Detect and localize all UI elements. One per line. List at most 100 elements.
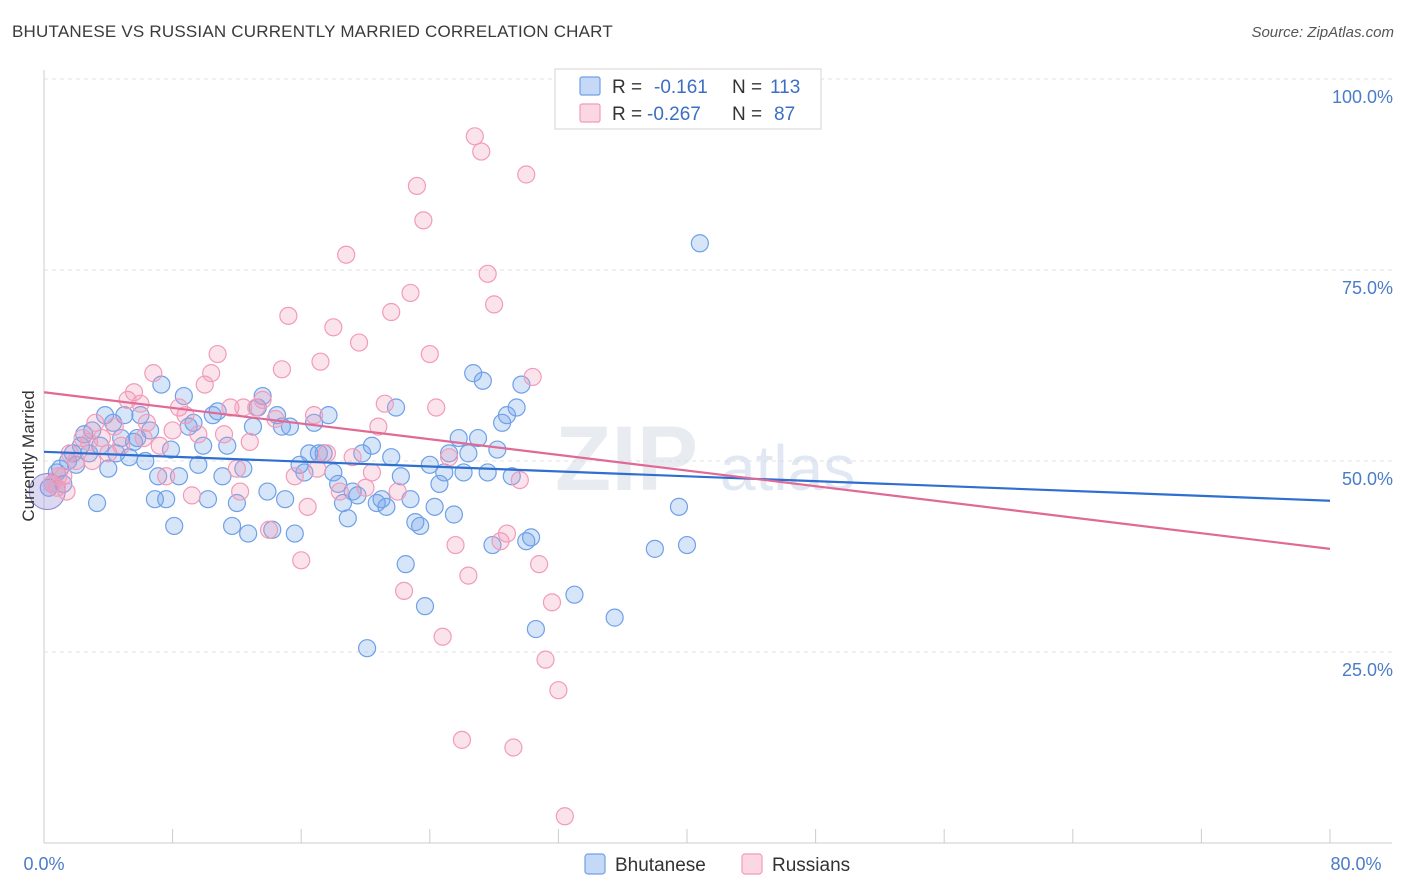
data-point-bhutanese (690, 234, 709, 253)
data-point-bhutanese (227, 493, 246, 513)
legend-n-value-1: 87 (774, 104, 795, 125)
data-point-bhutanese (243, 417, 263, 436)
data-point-russians (227, 459, 246, 478)
data-point-russians (208, 344, 227, 364)
data-point-bhutanese (358, 639, 377, 658)
data-point-bhutanese (565, 585, 584, 604)
series-bhutanese-points (28, 234, 709, 658)
data-point-bhutanese (420, 455, 439, 474)
data-point-russians (124, 383, 144, 402)
data-point-bhutanese (669, 497, 689, 516)
trend-line-bhutanese (43, 450, 1331, 502)
data-point-russians (337, 245, 356, 264)
data-point-bhutanese (304, 413, 324, 432)
data-point-bhutanese (396, 555, 415, 574)
data-point-russians (67, 451, 86, 471)
data-point-bhutanese (478, 463, 497, 482)
data-point-russians (343, 448, 362, 467)
data-point-bhutanese (353, 444, 372, 463)
data-point-russians (446, 535, 465, 555)
legend-r-value-1: -0.267 (647, 104, 701, 125)
data-point-bhutanese (488, 440, 507, 459)
legend-swatch-bhutanese (579, 76, 601, 96)
chart-title: BHUTANESE VS RUSSIAN CURRENTLY MARRIED C… (12, 22, 613, 41)
data-point-russians (517, 165, 536, 184)
data-point-russians (253, 390, 272, 409)
data-point-russians (137, 413, 156, 432)
data-point-bhutanese (253, 386, 272, 406)
data-point-bhutanese (507, 398, 526, 417)
legend-r-value-0: -0.161 (654, 77, 708, 98)
x-axis-ticks (43, 829, 1331, 843)
data-point-russians (308, 459, 327, 478)
data-point-russians (549, 681, 568, 700)
data-point-russians (349, 333, 369, 352)
bottom-legend-swatch-bhutanese (584, 853, 606, 875)
data-point-russians (324, 318, 343, 337)
data-point-russians (231, 482, 250, 501)
data-point-russians (272, 360, 292, 379)
data-point-russians (144, 364, 163, 383)
data-point-bhutanese (497, 406, 517, 425)
data-point-bhutanese (526, 619, 545, 639)
data-point-russians (485, 295, 504, 314)
y-tick-label: 50.0% (1342, 469, 1393, 489)
data-point-bhutanese (99, 459, 118, 478)
data-point-russians (542, 593, 562, 612)
series-russians-points (42, 127, 574, 826)
data-point-russians (497, 524, 517, 543)
bottom-legend-label-russians: Russians (772, 855, 850, 876)
data-point-russians (394, 581, 414, 600)
data-point-russians (510, 471, 529, 490)
data-point-russians (83, 451, 102, 471)
data-point-bhutanese (329, 474, 348, 494)
data-point-bhutanese (411, 516, 430, 536)
data-point-russians (375, 394, 394, 413)
legend-n-label-1: N = (732, 104, 762, 125)
data-point-bhutanese (430, 474, 449, 494)
data-point-russians (150, 436, 169, 455)
data-point-russians (433, 627, 452, 646)
data-point-russians (420, 344, 439, 364)
data-point-bhutanese (382, 448, 401, 467)
data-point-bhutanese (444, 505, 464, 524)
data-point-russians (356, 478, 375, 497)
data-point-russians (439, 448, 459, 467)
data-point-russians (202, 364, 221, 383)
watermark-zip: ZIP (555, 408, 698, 510)
data-point-bhutanese (276, 490, 295, 509)
y-tick-label: 25.0% (1342, 660, 1393, 680)
data-point-russians (414, 211, 433, 230)
data-point-russians (536, 650, 555, 669)
data-point-russians (47, 478, 66, 497)
y-axis-label: Currently Married (19, 390, 38, 521)
data-point-russians (105, 417, 124, 436)
data-point-bhutanese (258, 482, 277, 501)
data-point-bhutanese (386, 398, 406, 417)
data-point-russians (465, 127, 484, 146)
data-point-russians (382, 302, 401, 322)
legend-r-label-1: R = (612, 104, 642, 125)
data-point-russians (362, 463, 382, 482)
data-point-russians (157, 467, 176, 486)
data-point-russians (504, 738, 523, 757)
data-point-bhutanese (198, 490, 218, 509)
data-point-russians (189, 425, 208, 444)
data-point-bhutanese (677, 535, 697, 555)
data-point-bhutanese (645, 539, 664, 558)
data-point-bhutanese (521, 528, 541, 547)
y-tick-label: 75.0% (1342, 278, 1393, 298)
data-point-bhutanese (464, 364, 483, 383)
bottom-legend: Bhutanese Russians (584, 853, 850, 876)
data-point-russians (259, 520, 279, 539)
data-point-russians (491, 532, 510, 551)
data-point-russians (240, 432, 259, 451)
data-point-russians (279, 306, 298, 325)
data-point-russians (388, 482, 407, 501)
bottom-legend-label-bhutanese: Bhutanese (615, 855, 706, 876)
data-point-bhutanese (174, 386, 193, 406)
source-label: Source: ZipAtlas.com (1251, 24, 1394, 41)
data-point-bhutanese (285, 524, 304, 543)
data-point-russians (459, 566, 478, 585)
